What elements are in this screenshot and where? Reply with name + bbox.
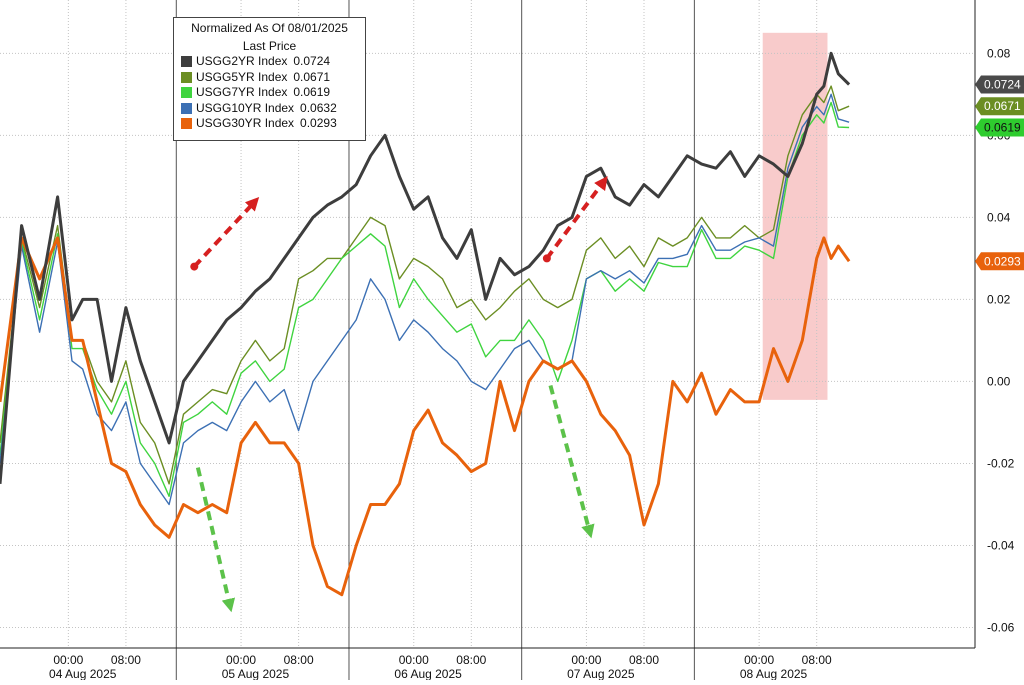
series-lines	[0, 51, 851, 597]
legend-value: 0.0619	[293, 85, 331, 99]
x-tick-label: 00:00	[226, 653, 256, 667]
y-tick-label: -0.02	[987, 456, 1015, 470]
legend-subtitle: Last Price	[242, 39, 297, 53]
x-date-label: 04 Aug 2025	[49, 667, 117, 680]
legend-title: Normalized As Of 08/01/2025	[191, 21, 348, 35]
green-down-arrow	[195, 467, 236, 613]
legend-label: USGG5YR Index	[196, 69, 288, 84]
highlight-band	[762, 32, 828, 400]
last-price-tag-label: 0.0671	[984, 99, 1021, 113]
legend-item-usgg7yr: USGG7YR Index 0.0619	[174, 85, 365, 101]
legend-item-usgg2yr: USGG2YR Index 0.0724	[174, 54, 365, 70]
last-price-tag	[975, 75, 1024, 94]
last-price-tag-label: 0.0724	[984, 77, 1021, 91]
y-tick-label: -0.06	[987, 620, 1015, 634]
y-tick-label: 0.02	[987, 292, 1011, 306]
x-tick-label: 08:00	[802, 653, 832, 667]
arrow-start-dot	[542, 254, 551, 263]
series-line-usgg2yr	[0, 51, 851, 485]
last-price-tag	[975, 118, 1024, 137]
last-price-tag	[975, 252, 1024, 271]
green-down-arrow	[548, 385, 595, 539]
legend-value: 0.0724	[293, 54, 331, 68]
x-date-label: 08 Aug 2025	[740, 667, 808, 680]
legend-label: USGG10YR Index	[196, 100, 295, 115]
x-date-label: 05 Aug 2025	[222, 667, 290, 680]
y-tick-label: -0.04	[987, 538, 1015, 552]
red-up-arrow	[192, 196, 260, 268]
legend-label: USGG30YR Index	[196, 116, 295, 130]
plot-background	[762, 32, 828, 400]
arrow-start-dot	[190, 262, 199, 271]
x-tick-label: 00:00	[744, 653, 774, 667]
legend-value: 0.0293	[300, 116, 337, 130]
x-tick-label: 08:00	[284, 653, 314, 667]
series-line-usgg30yr	[0, 236, 851, 597]
legend-item-usgg30yr: USGG30YR Index 0.0293	[174, 116, 365, 132]
last-price-tags: 0.0724 0.0671 0.0619 0.0293	[975, 75, 1024, 271]
legend-swatch	[181, 118, 192, 129]
legend-value: 0.0632	[300, 100, 337, 115]
legend-swatch	[181, 71, 192, 83]
legend-item-usgg10yr: USGG10YR Index 0.0632	[174, 101, 365, 117]
x-tick-label: 00:00	[399, 653, 429, 667]
last-price-tag	[975, 97, 1024, 116]
legend-label: USGG2YR Index	[196, 54, 288, 68]
y-tick-label: 0.08	[987, 46, 1011, 60]
series-line-usgg10yr	[0, 93, 850, 506]
legend-swatch	[181, 56, 192, 67]
last-price-tag-label: 0.0619	[984, 121, 1021, 135]
legend-value: 0.0671	[293, 69, 331, 84]
x-tick-label: 00:00	[53, 653, 83, 667]
legend-swatch	[181, 102, 192, 114]
x-date-label: 07 Aug 2025	[567, 667, 635, 680]
y-tick-label: 0.04	[987, 210, 1011, 224]
x-tick-label: 08:00	[629, 653, 659, 667]
annotations	[190, 176, 608, 613]
y-tick-label: 0.00	[987, 374, 1011, 388]
last-price-tag-label: 0.0293	[984, 254, 1021, 268]
series-line-usgg5yr	[0, 85, 850, 485]
red-up-arrow	[545, 176, 608, 260]
legend-swatch	[181, 87, 192, 98]
x-tick-label: 08:00	[111, 653, 141, 667]
series-line-usgg7yr	[0, 101, 850, 497]
legend-label: USGG7YR Index	[196, 85, 288, 99]
x-tick-label: 00:00	[571, 653, 601, 667]
legend-item-usgg5yr: USGG5YR Index 0.0671	[174, 70, 365, 86]
legend-box: Normalized As Of 08/01/2025 Last Price U…	[173, 17, 366, 141]
x-date-label: 06 Aug 2025	[394, 667, 462, 680]
x-tick-label: 08:00	[456, 653, 486, 667]
